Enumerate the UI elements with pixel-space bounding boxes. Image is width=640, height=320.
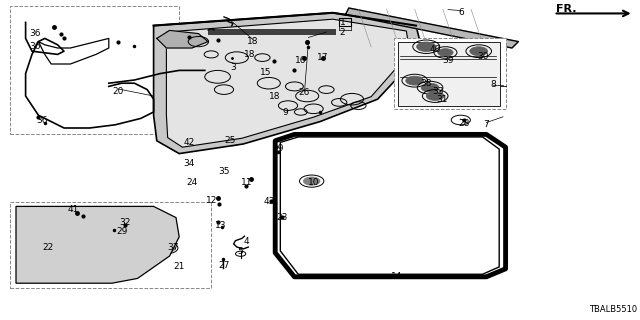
Text: 36: 36 <box>29 29 41 38</box>
Circle shape <box>406 76 424 85</box>
Circle shape <box>426 92 444 100</box>
Text: 3: 3 <box>231 63 236 72</box>
Polygon shape <box>16 206 179 283</box>
Text: 19: 19 <box>273 144 284 153</box>
Text: 36: 36 <box>29 42 41 51</box>
Text: 10: 10 <box>308 178 319 187</box>
Text: 13: 13 <box>215 221 227 230</box>
Text: 31: 31 <box>436 95 447 104</box>
Text: 14: 14 <box>391 272 403 281</box>
Text: 28: 28 <box>458 119 470 128</box>
Text: 18: 18 <box>244 50 255 59</box>
Text: 9: 9 <box>282 108 287 116</box>
Text: 41: 41 <box>68 205 79 214</box>
Text: 18: 18 <box>247 37 259 46</box>
Text: 32: 32 <box>119 218 131 227</box>
Text: 30: 30 <box>477 52 489 60</box>
Text: 39: 39 <box>442 56 454 65</box>
Text: 29: 29 <box>116 228 127 236</box>
Polygon shape <box>154 13 422 154</box>
FancyBboxPatch shape <box>22 230 64 254</box>
Polygon shape <box>166 19 410 147</box>
Text: 35: 35 <box>218 167 230 176</box>
Text: 12: 12 <box>205 196 217 204</box>
Text: 40: 40 <box>429 45 441 54</box>
Text: 20: 20 <box>113 87 124 96</box>
Text: 18: 18 <box>269 92 281 100</box>
Text: 34: 34 <box>183 159 195 168</box>
Bar <box>394 38 506 109</box>
Polygon shape <box>157 30 208 48</box>
Circle shape <box>157 244 175 252</box>
Text: 25: 25 <box>225 136 236 145</box>
Text: 11: 11 <box>241 178 252 187</box>
Text: 4: 4 <box>244 237 249 246</box>
Text: 38: 38 <box>420 79 431 88</box>
Text: 37: 37 <box>167 244 179 252</box>
Bar <box>10 6 179 134</box>
Text: 42: 42 <box>183 138 195 147</box>
Circle shape <box>303 177 320 185</box>
Text: 15: 15 <box>260 68 271 76</box>
Text: 8: 8 <box>490 80 495 89</box>
Bar <box>398 42 500 106</box>
Text: 24: 24 <box>186 178 198 187</box>
Circle shape <box>470 47 488 56</box>
Text: 33: 33 <box>433 87 444 96</box>
Circle shape <box>421 83 439 92</box>
Polygon shape <box>346 8 518 48</box>
Text: 43: 43 <box>263 197 275 206</box>
Circle shape <box>417 42 436 52</box>
Text: 2: 2 <box>340 28 345 36</box>
Text: 6: 6 <box>458 8 463 17</box>
Text: 7: 7 <box>484 120 489 129</box>
Text: 1: 1 <box>340 18 345 27</box>
Text: 5: 5 <box>237 247 243 256</box>
Text: 27: 27 <box>218 261 230 270</box>
Text: TBALB5510: TBALB5510 <box>589 305 637 314</box>
Circle shape <box>438 49 453 56</box>
Text: 36: 36 <box>36 116 47 124</box>
Text: 23: 23 <box>276 213 287 222</box>
Text: 17: 17 <box>317 53 329 62</box>
Bar <box>208 29 336 35</box>
Text: 26: 26 <box>298 88 310 97</box>
Text: 22: 22 <box>42 244 54 252</box>
Text: 16: 16 <box>295 56 307 65</box>
Bar <box>10 202 211 288</box>
Text: FR.: FR. <box>556 4 576 14</box>
Text: 21: 21 <box>173 262 185 271</box>
